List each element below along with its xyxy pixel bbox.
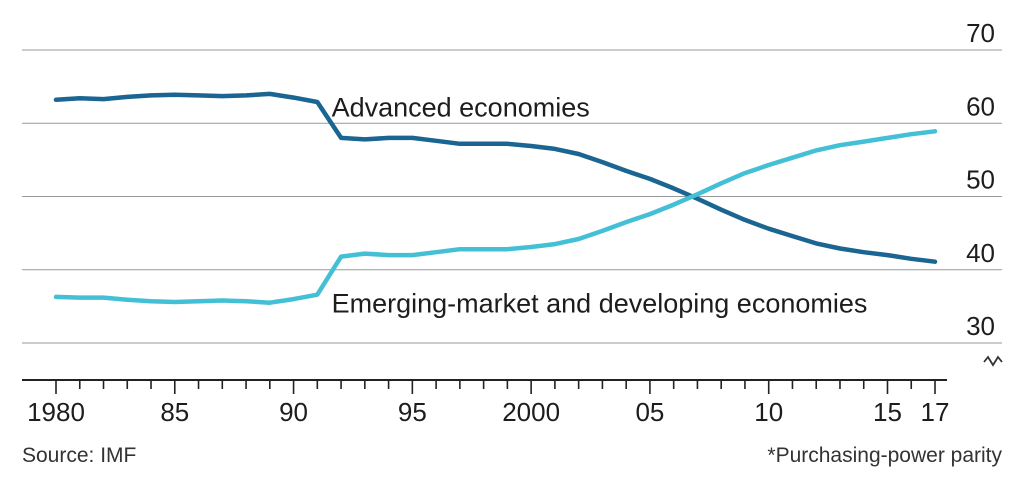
x-tick-label-85: 85 [160, 397, 189, 427]
x-tick-label-10: 10 [754, 397, 783, 427]
y-tick-label-30: 30 [966, 311, 995, 341]
x-axis-ticks [55, 380, 936, 394]
series-lines [53, 91, 938, 305]
x-tick-label-95: 95 [398, 397, 427, 427]
y-tick-label-60: 60 [966, 91, 995, 121]
gridlines [22, 49, 1002, 344]
source-note: Source: IMF [22, 444, 136, 467]
x-tick-label-90: 90 [279, 397, 308, 427]
series-label-advanced-economies: Advanced economies [332, 92, 590, 122]
footnote: *Purchasing-power parity [767, 444, 1002, 467]
series-line-emerging-economies [53, 129, 938, 305]
x-tick-label-2000: 2000 [502, 397, 560, 427]
x-tick-label-17: 17 [921, 397, 950, 427]
series-label-emerging-economies: Emerging-market and developing economies [332, 289, 868, 319]
x-tick-label-05: 05 [635, 397, 664, 427]
y-tick-label-50: 50 [966, 165, 995, 195]
y-tick-label-70: 70 [966, 18, 995, 48]
y-axis-labels: 30 40 50 60 70 [966, 18, 995, 341]
series-line-advanced-economies [53, 91, 938, 264]
x-tick-label-1980: 1980 [27, 397, 85, 427]
axis-break-icon [983, 355, 1003, 367]
y-tick-label-40: 40 [966, 238, 995, 268]
x-tick-label-15: 15 [873, 397, 902, 427]
x-axis-labels: 1980 85 90 95 2000 05 10 15 17 [27, 397, 949, 427]
